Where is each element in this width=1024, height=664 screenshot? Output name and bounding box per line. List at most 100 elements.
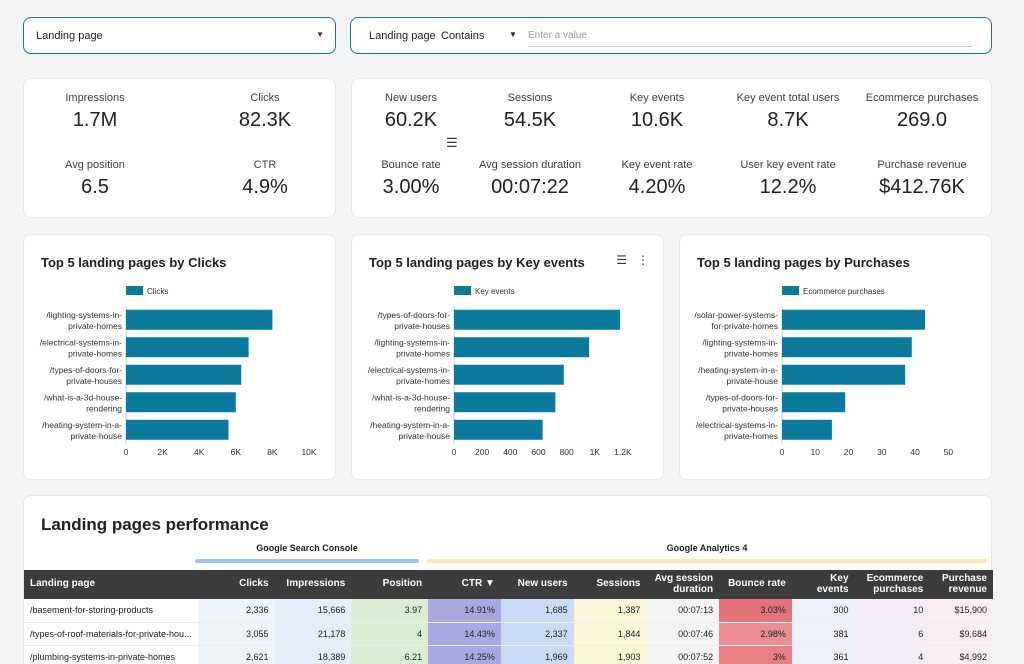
category-label: /heating-system-in-a-private-house [370,420,450,441]
table-cell: 3% [719,645,792,664]
x-tick-label: 30 [877,447,887,457]
dropdown-arrow-icon[interactable]: ▼ [316,30,324,39]
table-row[interactable]: /types-of-roof-materials-for-private-hou… [24,622,993,646]
table-cell: 00:07:13 [646,599,720,623]
bar[interactable] [782,364,906,385]
category-label: /solar-power-systems-for-private-homes [694,310,778,331]
table-cell: 14.91% [428,599,501,623]
table-cell: 2,337 [500,622,574,646]
table-cell: 2,336 [197,599,275,623]
column-header[interactable]: Impressions [274,570,352,599]
kpi-ctr: CTR 4.9% [200,159,330,199]
bar[interactable] [782,337,912,358]
table-cell: 6 [854,622,930,646]
kpi-impressions: Impressions 1.7M [30,92,160,132]
kpi-label: Bounce rate [381,159,441,171]
kpi-value: 3.00% [382,176,440,198]
table-row[interactable]: /basement-for-storing-products 2,336 15,66… [24,599,993,623]
filter-operator-select[interactable]: Contains [441,30,485,42]
x-tick-label: 800 [560,447,574,457]
bar[interactable] [454,309,621,330]
table-cell: $9,684 [929,622,993,646]
kpi-ecommerce-purchases: Ecommerce purchases 269.0 [857,92,987,132]
table-cell: 18,389 [274,645,352,664]
bar-chart: Clicks/lighting-systems-in-private-homes… [40,286,317,457]
kpi-label: Key event rate [621,159,693,171]
chart-filter-icon[interactable]: ☰ [616,253,627,267]
table-cell: 00:07:52 [646,645,720,664]
filter-lines-icon[interactable]: ☰ [446,135,458,150]
landing-page-cell[interactable]: /types-of-roof-materials-for-private-hou… [24,622,198,646]
bar[interactable] [454,364,564,385]
bar[interactable] [126,309,273,330]
table-cell: 00:07:46 [646,622,720,646]
table-cell: $4,992 [929,645,993,664]
legend-swatch [782,286,799,295]
landing-pages-performance: Landing pages performance Google Search … [23,495,993,664]
table-cell: 1,903 [573,645,647,664]
search-console-scorecards: Impressions 1.7M Clicks 82.3K Avg position 6.… [23,78,336,218]
column-header[interactable]: Purchase revenue [929,570,993,599]
kpi-label: Sessions [507,92,553,104]
kpi-label: Avg session duration [479,159,581,171]
landing-page-cell[interactable]: /basement-for-storing-products [24,599,198,623]
bar[interactable] [454,419,543,440]
column-header[interactable]: Key events [791,570,855,599]
column-header[interactable]: CTR ▼ [428,570,501,599]
bar[interactable] [126,419,229,440]
legend-label: Clicks [147,287,168,296]
landing-page-filter: Landing page Contains ▼ [350,17,992,54]
operator-arrow-icon[interactable]: ▼ [509,30,517,39]
bar[interactable] [454,392,556,413]
table-cell: $15,900 [929,599,993,623]
kpi-new-users: New users 60.2K [346,92,476,132]
table-cell: 1,844 [573,622,647,646]
table-cell: 1,685 [500,599,574,623]
table-cell: 14.43% [428,622,501,646]
x-tick-label: 40 [910,447,920,457]
column-header[interactable]: New users [500,570,574,599]
category-label: /heating-system-in-a-private-house [698,365,778,386]
kpi-value: 269.0 [896,109,948,131]
landing-page-cell[interactable]: /plumbing-systems-in-private-homes [24,645,198,664]
bar[interactable] [782,392,846,413]
category-label: /lighting-systems-in-private-homes [374,337,450,358]
kpi-value: 54.5K [503,109,557,131]
bar[interactable] [126,337,249,358]
kpi-value: 60.2K [384,109,438,131]
filter-field-label: Landing page [369,30,436,42]
table-cell: 21,178 [274,622,352,646]
column-header[interactable]: Avg session duration [646,570,720,599]
more-options-icon[interactable]: ⋮ [637,253,649,267]
bar[interactable] [126,364,242,385]
column-header[interactable]: Bounce rate [719,570,792,599]
kpi-value: 8.7K [767,109,809,131]
category-label: /types-of-doors-for-private-houses [50,365,122,386]
landing-page-dropdown[interactable]: Landing page ▼ [23,17,336,54]
category-label: /types-of-doors-for-private-houses [378,310,450,331]
table-cell: 3.97 [351,599,429,623]
x-tick-label: 0 [124,447,129,457]
category-label: /heating-system-in-a-private-house [42,420,122,441]
kpi-label: Key event total users [736,92,840,104]
bar[interactable] [126,392,236,413]
kpi-value: $412.76K [879,176,965,198]
column-header[interactable]: Sessions [573,570,647,599]
filter-value-input[interactable] [528,25,972,47]
column-header[interactable]: Landing page [24,570,198,599]
column-header[interactable]: Ecommerce purchases [854,570,930,599]
bar[interactable] [782,419,832,440]
bar-chart: Ecommerce purchases/solar-power-systems-… [694,286,953,457]
table-row[interactable]: /plumbing-systems-in-private-homes 2,621 1… [24,645,993,664]
x-tick-label: 10 [811,447,821,457]
x-tick-label: 20 [844,447,854,457]
bar[interactable] [782,309,926,330]
group-header-search-console: Google Search Console [195,543,419,563]
column-header[interactable]: Clicks [197,570,275,599]
column-header[interactable]: Position [351,570,429,599]
bar[interactable] [454,337,590,358]
legend-label: Ecommerce purchases [803,287,885,296]
kpi-key-event-total-users: Key event total users 8.7K [723,92,853,132]
category-label: /types-of-doors-for-private-houses [706,392,778,413]
table-title: Landing pages performance [41,515,269,534]
